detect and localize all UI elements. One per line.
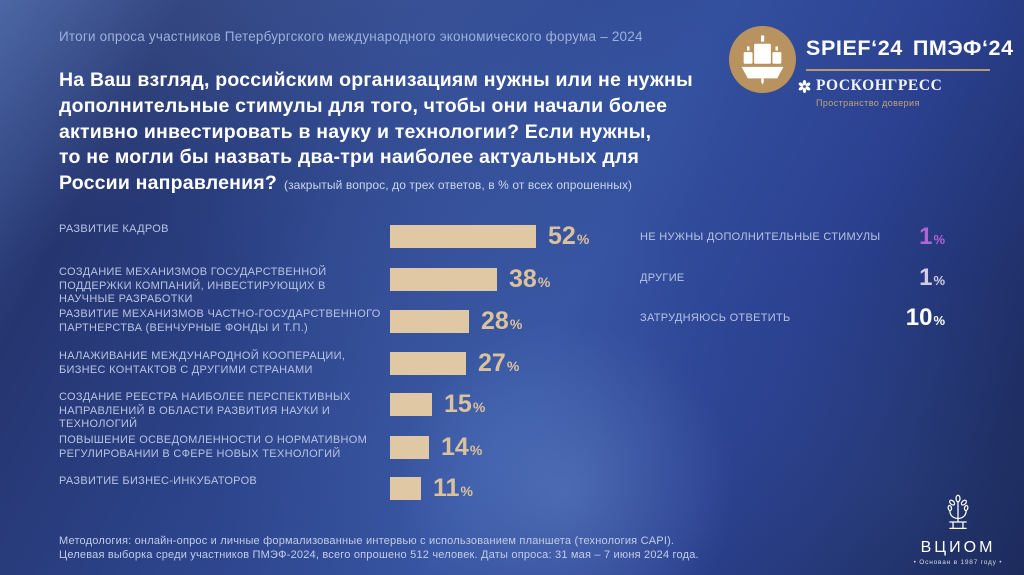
category-label: РАЗВИТИЕ КАДРОВ (59, 223, 169, 235)
value-number: 28 (481, 307, 509, 335)
bar-value: 52% (548, 222, 589, 251)
percent-sign: % (576, 231, 590, 247)
percent-sign: % (933, 273, 945, 288)
vciom-label: ВЦИОМ (920, 539, 996, 556)
category-label: СОЗДАНИЕ РЕЕСТРА НАИБОЛЕЕ ПЕРСПЕКТИВНЫХ … (59, 391, 351, 430)
extra-answer-value: 1% (919, 223, 945, 251)
category-label: НАЛАЖИВАНИЕ МЕЖДУНАРОДНОЙ КООПЕРАЦИИ, БИ… (59, 350, 346, 376)
extra-answer-value: 10% (906, 304, 945, 332)
percent-sign: % (509, 316, 523, 332)
vciom-tagline: • Основан в 1987 году • (913, 559, 1003, 566)
value-number: 1 (919, 223, 933, 250)
roscongress-logo: РОСКОНГРЕСС (797, 77, 942, 95)
percent-sign: % (506, 358, 520, 374)
bar (390, 393, 432, 416)
percent-sign: % (933, 313, 945, 328)
roscongress-tagline: Пространство доверия (816, 98, 920, 108)
bar-track: 52% (390, 222, 589, 251)
chart-row: СОЗДАНИЕ МЕХАНИЗМОВ ГОСУДАРСТВЕННОЙ ПОДД… (59, 265, 964, 305)
bar (390, 436, 429, 459)
category-label: ПОВЫШЕНИЕ ОСВЕДОМЛЕННОСТИ О НОРМАТИВНОМ … (59, 434, 368, 460)
percent-sign: % (933, 232, 945, 247)
footer-line: Целевая выборка среди участников ПМЭФ-20… (59, 548, 699, 561)
footer-line: Методология: онлайн-опрос и личные форма… (59, 535, 675, 547)
value-number: 38 (509, 265, 537, 293)
roscongress-label: РОСКОНГРЕСС (816, 77, 943, 94)
question-note: (закрытый вопрос, до трех ответов, в % о… (283, 178, 633, 193)
category-label: СОЗДАНИЕ МЕХАНИЗМОВ ГОСУДАРСТВЕННОЙ ПОДД… (59, 266, 327, 305)
chart-row: ПОВЫШЕНИЕ ОСВЕДОМЛЕННОСТИ О НОРМАТИВНОМ … (59, 433, 964, 462)
spief-ship-logo (729, 26, 796, 93)
extra-answer-row: ЗАТРУДНЯЮСЬ ОТВЕТИТЬ 10% (640, 304, 945, 334)
category-label: РАЗВИТИЕ БИЗНЕС-ИНКУБАТОРОВ (59, 475, 258, 487)
bar-track: 14% (390, 433, 482, 462)
percent-sign: % (469, 442, 483, 458)
bar-value: 15% (444, 390, 485, 419)
extra-answer-label: ДРУГИЕ (640, 272, 685, 284)
bar-value: 28% (481, 307, 522, 336)
ship-icon (729, 26, 796, 93)
value-number: 52 (548, 222, 576, 250)
spief-label: SPIEF‘24 (806, 36, 903, 60)
chart-row: НАЛАЖИВАНИЕ МЕЖДУНАРОДНОЙ КООПЕРАЦИИ, БИ… (59, 349, 964, 378)
bar (390, 310, 469, 333)
question-line: то не могли бы назвать два-три наиболее … (59, 146, 640, 169)
bar-track: 11% (390, 474, 473, 503)
chart-row: РАЗВИТИЕ БИЗНЕС-ИНКУБАТОРОВ 11% (59, 474, 964, 503)
bar (390, 477, 421, 500)
question-line: активно инвестировать в науку и технолог… (59, 120, 652, 143)
value-number: 14 (441, 433, 469, 461)
extra-answer-label: ЗАТРУДНЯЮСЬ ОТВЕТИТЬ (640, 312, 791, 324)
bar (390, 352, 466, 375)
tree-icon (947, 494, 969, 530)
slide-header: Итоги опроса участников Петербургского м… (59, 29, 643, 44)
question-title: На Ваш взгляд, российским организациям н… (59, 68, 699, 199)
value-number: 10 (905, 304, 933, 331)
spief-wordmark: SPIEF‘24 ПМЭФ‘24 (806, 36, 1014, 61)
value-number: 15 (444, 390, 472, 418)
chart-row: РАЗВИТИЕ КАДРОВ 52% (59, 222, 964, 251)
chart-row: СОЗДАНИЕ РЕЕСТРА НАИБОЛЕЕ ПЕРСПЕКТИВНЫХ … (59, 390, 964, 430)
question-line: На Ваш взгляд, российским организациям н… (59, 69, 693, 91)
bar-track: 15% (390, 390, 485, 419)
percent-sign: % (537, 274, 551, 290)
extra-answer-row: НЕ НУЖНЫ ДОПОЛНИТЕЛЬНЫЕ СТИМУЛЫ 1% (640, 223, 945, 253)
pmef-label: ПМЭФ‘24 (912, 36, 1014, 60)
chart-row: РАЗВИТИЕ МЕХАНИЗМОВ ЧАСТНО-ГОСУДАРСТВЕНН… (59, 307, 964, 336)
value-number: 11 (433, 474, 460, 502)
methodology-footer: Методология: онлайн-опрос и личные форма… (59, 535, 699, 562)
value-number: 27 (478, 349, 506, 377)
question-line: дополнительные стимулы для того, чтобы о… (59, 94, 668, 117)
extra-answer-row: ДРУГИЕ 1% (640, 264, 945, 294)
value-number: 1 (919, 264, 933, 291)
bar-track: 28% (390, 307, 522, 336)
extra-answer-value: 1% (919, 264, 945, 292)
extra-answer-label: НЕ НУЖНЫ ДОПОЛНИТЕЛЬНЫЕ СТИМУЛЫ (640, 231, 881, 243)
bar-value: 27% (478, 349, 519, 378)
question-line: России направления? (закрытый вопрос, до … (59, 172, 633, 195)
percent-sign: % (460, 483, 473, 499)
percent-sign: % (472, 399, 486, 415)
bar (390, 268, 497, 291)
vciom-logo: ВЦИОМ • Основан в 1987 году • (903, 494, 1013, 566)
bar-value: 38% (509, 265, 550, 294)
bar-track: 27% (390, 349, 519, 378)
bar-track: 38% (390, 265, 550, 294)
bar (390, 225, 536, 248)
pinwheel-icon (798, 79, 811, 93)
bar-value: 14% (441, 433, 482, 462)
brand-divider (806, 69, 990, 71)
bar-value: 11% (433, 474, 473, 503)
category-label: РАЗВИТИЕ МЕХАНИЗМОВ ЧАСТНО-ГОСУДАРСТВЕНН… (59, 308, 381, 334)
